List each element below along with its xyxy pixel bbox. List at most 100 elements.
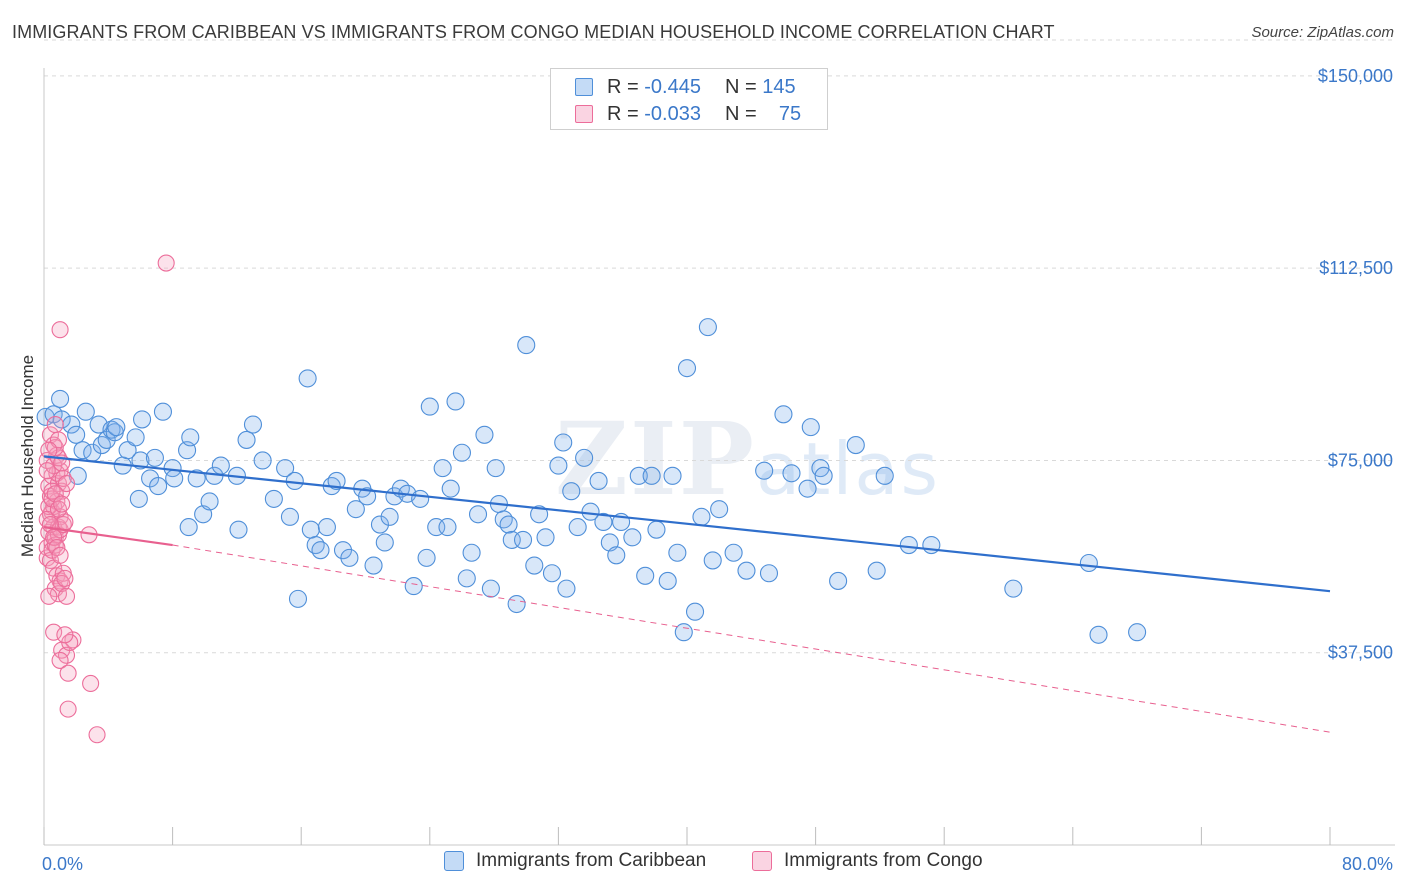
caribbean-point bbox=[589, 471, 608, 491]
congo-point bbox=[45, 436, 63, 454]
watermark: ZIPatlas bbox=[555, 400, 940, 518]
legend-item-caribbean: Immigrants from Caribbean bbox=[444, 850, 706, 872]
legend-swatch-caribbean bbox=[444, 851, 464, 871]
caribbean-point bbox=[468, 505, 488, 524]
caribbean-point bbox=[237, 430, 256, 449]
series-legend: Immigrants from Caribbean Immigrants fro… bbox=[0, 850, 1406, 878]
caribbean-point bbox=[642, 466, 661, 485]
caribbean-point bbox=[131, 451, 150, 470]
caribbean-point bbox=[481, 579, 500, 598]
caribbean-point bbox=[306, 535, 325, 555]
caribbean-point bbox=[187, 469, 206, 488]
legend-r-value: -0.445 bbox=[644, 75, 701, 98]
legend-n-label: N = bbox=[724, 102, 757, 125]
caribbean-point bbox=[380, 507, 399, 526]
caribbean-point bbox=[899, 535, 918, 555]
watermark-zip: ZIP bbox=[555, 400, 756, 518]
caribbean-point bbox=[513, 530, 533, 549]
series-caribbean-points bbox=[36, 318, 1147, 644]
y-tick-label: $37,500 bbox=[1328, 643, 1393, 663]
congo-point bbox=[56, 569, 74, 587]
caribbean-point bbox=[814, 466, 833, 485]
congo-point bbox=[51, 546, 69, 564]
trend-line-caribbean bbox=[43, 455, 1331, 593]
y-tick-label: $112,500 bbox=[1319, 258, 1393, 278]
legend-swatch-caribbean bbox=[575, 78, 593, 96]
caribbean-point bbox=[181, 428, 200, 447]
caribbean-point bbox=[668, 543, 687, 562]
series-congo-points bbox=[38, 254, 175, 744]
caribbean-point bbox=[554, 433, 573, 452]
congo-point bbox=[43, 482, 61, 500]
legend-n-label: N = bbox=[724, 75, 757, 98]
correlation-legend: R = -0.445 N = 145 R = -0.033 N = 75 bbox=[550, 68, 828, 130]
congo-point bbox=[40, 587, 58, 605]
caribbean-point bbox=[441, 479, 460, 498]
chart-title: IMMIGRANTS FROM CARIBBEAN VS IMMIGRANTS … bbox=[12, 22, 1055, 42]
caribbean-point bbox=[118, 441, 137, 460]
caribbean-point bbox=[179, 518, 198, 537]
caribbean-point bbox=[647, 520, 666, 539]
caribbean-point bbox=[475, 425, 494, 444]
legend-swatch-congo bbox=[752, 851, 772, 871]
caribbean-point bbox=[557, 579, 576, 598]
x-tick-label-min: 0.0% bbox=[42, 854, 83, 874]
caribbean-point bbox=[486, 459, 505, 478]
caribbean-point bbox=[102, 420, 121, 439]
caribbean-point bbox=[494, 510, 513, 529]
legend-item-congo: Immigrants from Congo bbox=[752, 850, 983, 872]
caribbean-point bbox=[542, 564, 562, 583]
caribbean-point bbox=[525, 556, 544, 575]
caribbean-point bbox=[253, 451, 272, 470]
caribbean-point bbox=[298, 369, 317, 388]
trend-line-congo bbox=[43, 526, 173, 547]
legend-swatch-congo bbox=[575, 105, 593, 123]
axes-layer bbox=[43, 68, 1395, 846]
caribbean-point bbox=[358, 487, 377, 506]
caribbean-point bbox=[327, 471, 346, 491]
caribbean-point bbox=[229, 520, 248, 539]
caribbean-point bbox=[301, 520, 320, 539]
caribbean-point bbox=[875, 466, 894, 485]
caribbean-point bbox=[364, 556, 383, 575]
caribbean-point bbox=[782, 464, 801, 483]
congo-point bbox=[157, 254, 175, 272]
source-credit: Source: ZipAtlas.com bbox=[1251, 24, 1394, 41]
caribbean-point bbox=[200, 492, 219, 511]
caribbean-point bbox=[433, 459, 452, 478]
caribbean-point bbox=[507, 594, 526, 614]
caribbean-point bbox=[710, 500, 729, 519]
congo-point bbox=[59, 664, 77, 682]
caribbean-point bbox=[211, 456, 230, 475]
caribbean-point bbox=[420, 397, 439, 416]
caribbean-point bbox=[1079, 553, 1098, 573]
y-tick-label: $150,000 bbox=[1318, 66, 1393, 86]
caribbean-point bbox=[623, 528, 642, 547]
caribbean-point bbox=[133, 410, 152, 429]
caribbean-point bbox=[562, 482, 581, 501]
trend-line-congo-extrapolated bbox=[172, 544, 1331, 733]
congo-point bbox=[88, 726, 106, 744]
caribbean-point bbox=[536, 528, 555, 547]
caribbean-point bbox=[51, 389, 70, 408]
y-tick-label: $75,000 bbox=[1328, 450, 1393, 470]
congo-point bbox=[49, 500, 68, 518]
caribbean-point bbox=[685, 602, 705, 621]
legend-label-caribbean: Immigrants from Caribbean bbox=[476, 850, 707, 871]
caribbean-point bbox=[446, 392, 465, 411]
caribbean-point bbox=[677, 359, 697, 378]
caribbean-point bbox=[1004, 579, 1023, 598]
caribbean-point bbox=[375, 533, 394, 552]
congo-point bbox=[82, 674, 100, 693]
caribbean-point bbox=[92, 436, 111, 455]
caribbean-point bbox=[243, 415, 263, 434]
caribbean-point bbox=[703, 551, 722, 570]
caribbean-point bbox=[264, 489, 283, 508]
legend-r-value: -0.033 bbox=[644, 102, 701, 125]
caribbean-point bbox=[663, 466, 682, 485]
caribbean-point bbox=[346, 500, 365, 519]
caribbean-point bbox=[76, 402, 95, 421]
y-axis-title: Median Household Income bbox=[18, 355, 37, 557]
caribbean-point bbox=[629, 466, 648, 485]
